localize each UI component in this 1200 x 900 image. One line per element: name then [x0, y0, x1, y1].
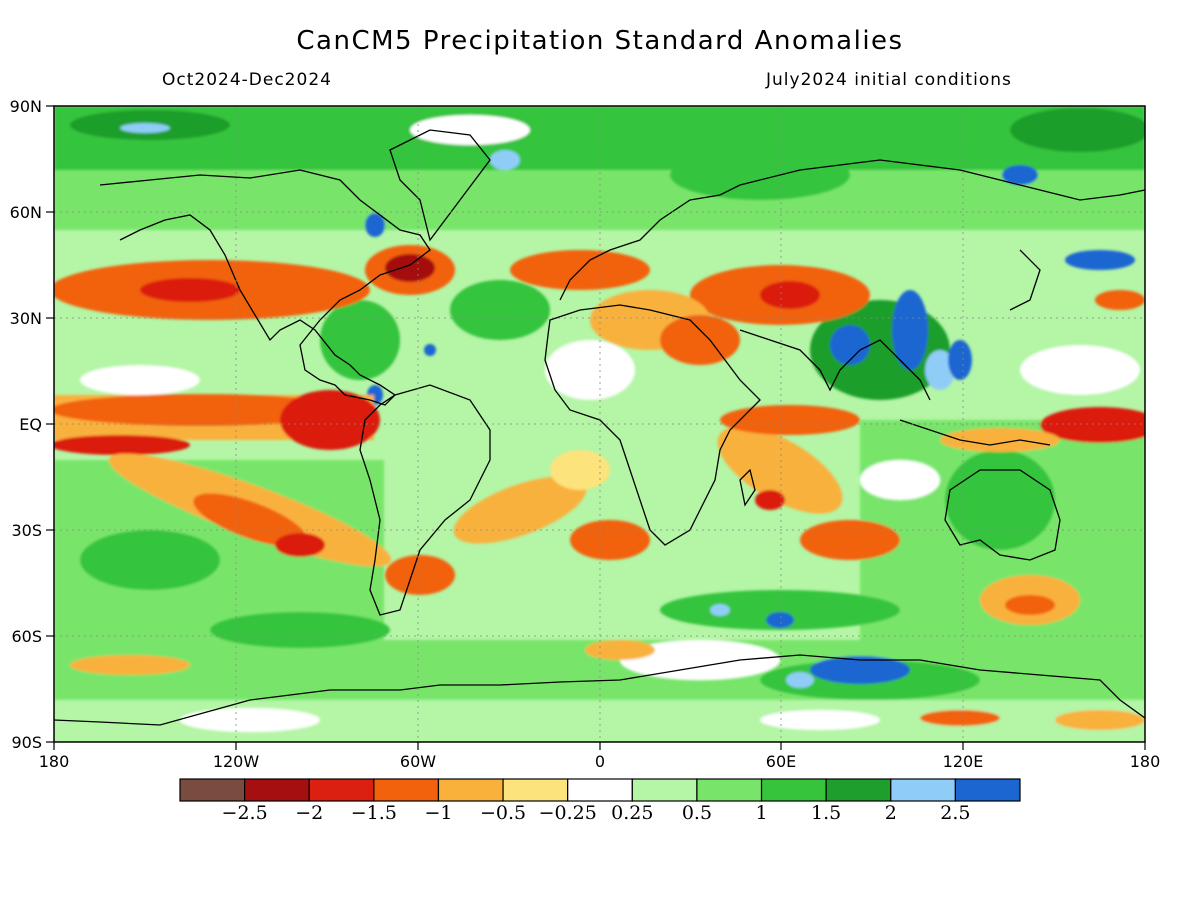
- lat-label-60s: 60S: [11, 627, 42, 646]
- colorbar-swatch: [890, 778, 956, 802]
- colorbar-swatch: [954, 778, 1021, 802]
- colorbar: −2.5 −2 −1.5 −1 −0.5 −0.25 0.25 0.5 1 1.5 2 2.5: [179, 778, 1021, 824]
- lat-label-90s: 90S: [11, 733, 42, 752]
- lon-label-120e: 120E: [943, 752, 984, 771]
- lon-label-180e: 180: [1130, 752, 1161, 771]
- colorbar-label: −0.5: [480, 802, 526, 824]
- colorbar-swatch: [373, 778, 440, 802]
- colorbar-label: 1.5: [811, 802, 841, 824]
- colorbar-label: 1: [755, 802, 767, 824]
- lat-label-90n: 90N: [10, 97, 42, 116]
- graticule: [54, 106, 1145, 742]
- colorbar-swatch: [825, 778, 892, 802]
- colorbar-label: −2: [295, 802, 323, 824]
- chart-title: CanCM5 Precipitation Standard Anomalies: [296, 26, 904, 56]
- colorbar-label: 2.5: [940, 802, 970, 824]
- colorbar-label: 0.25: [611, 802, 653, 824]
- colorbar-label: −2.5: [222, 802, 268, 824]
- lon-label-180w: 180: [39, 752, 70, 771]
- lon-label-60e: 60E: [766, 752, 796, 771]
- colorbar-swatch: [308, 778, 375, 802]
- lat-label-30n: 30N: [10, 309, 42, 328]
- lon-label-120w: 120W: [213, 752, 260, 771]
- colorbar-swatch: [567, 778, 633, 802]
- colorbar-label: −1: [424, 802, 452, 824]
- colorbar-label: −0.25: [539, 802, 597, 824]
- coastlines: [54, 129, 1145, 726]
- lon-label-60w: 60W: [400, 752, 436, 771]
- colorbar-swatch: [631, 778, 698, 802]
- lat-label-30s: 30S: [11, 521, 42, 540]
- lat-label-60n: 60N: [10, 203, 42, 222]
- colorbar-swatch: [696, 778, 763, 802]
- colorbar-label: 0.5: [682, 802, 712, 824]
- colorbar-label: −1.5: [351, 802, 397, 824]
- colorbar-swatch: [502, 778, 569, 802]
- forecast-period: Oct2024-Dec2024: [162, 70, 332, 90]
- initial-conditions: July2024 initial conditions: [766, 70, 1012, 90]
- colorbar-swatch: [437, 778, 504, 802]
- colorbar-swatch: [760, 778, 827, 802]
- lon-label-0: 0: [595, 752, 605, 771]
- colorbar-label: 2: [885, 802, 897, 824]
- colorbar-swatch: [244, 778, 310, 802]
- colorbar-swatch: [179, 778, 246, 802]
- lat-label-eq: EQ: [19, 415, 42, 434]
